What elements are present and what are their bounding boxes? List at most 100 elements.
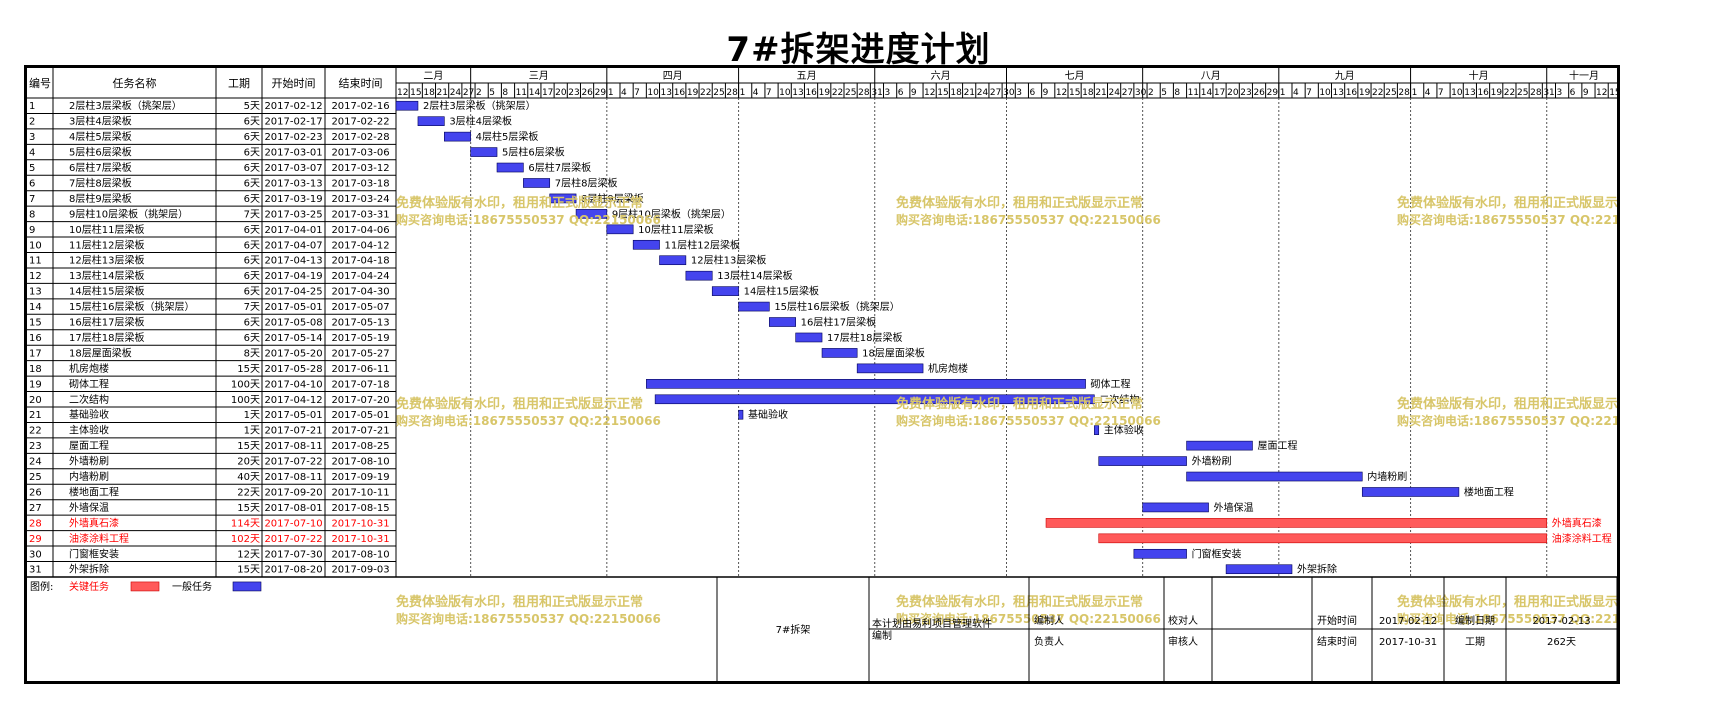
month-label: 六月	[931, 70, 951, 82]
task-duration: 100天	[231, 379, 260, 390]
task-id: 17	[29, 348, 42, 359]
task-name: 11层柱12层梁板	[69, 238, 144, 251]
task-bar-label: 7层柱8层梁板	[555, 176, 618, 189]
task-bar	[711, 286, 739, 296]
task-name: 砌体工程	[69, 378, 109, 390]
task-bar	[646, 379, 1086, 389]
day-tick-label: 4	[1293, 88, 1299, 98]
task-duration: 6天	[244, 271, 260, 282]
task-id: 25	[29, 472, 42, 483]
footer-date-label: 编制日期	[1455, 614, 1495, 627]
task-id: 6	[29, 178, 35, 189]
task-duration: 1天	[244, 410, 260, 421]
task-bar-label: 9层柱10层梁板（挑架层）	[612, 207, 731, 220]
watermark-line2: 购买咨询电话:18675550537 QQ:22150066	[896, 413, 1161, 428]
day-tick-label: 22	[700, 88, 711, 98]
watermark-line1: 免费体验版有水印，租用和正式版显示正常	[1397, 195, 1617, 211]
task-id: 16	[29, 333, 42, 344]
task-bar-label: 10层柱11层梁板	[638, 223, 713, 236]
day-tick-label: 19	[687, 88, 699, 98]
legend-normal-swatch	[232, 581, 262, 592]
day-tick-label: 15	[1609, 88, 1617, 98]
task-bar	[632, 239, 660, 250]
task-id: 18	[29, 364, 42, 375]
day-tick-label: 5	[1161, 88, 1167, 98]
day-tick-label: 14	[1201, 88, 1213, 98]
task-start: 2017-07-22	[264, 534, 322, 545]
task-start: 2017-05-28	[264, 364, 322, 375]
task-name: 6层柱7层梁板	[69, 161, 132, 174]
footer-duration-value: 262天	[1547, 637, 1576, 648]
day-tick-label: 15	[1069, 88, 1080, 98]
watermark-line2: 购买咨询电话:18675550537 QQ:22150066	[1397, 413, 1617, 428]
task-id: 11	[29, 256, 42, 267]
month-label: 四月	[663, 70, 683, 82]
day-tick-label: 2	[1148, 88, 1154, 98]
task-end: 2017-05-13	[331, 318, 389, 329]
task-bar	[1094, 425, 1100, 435]
footer-software-note: 编制	[872, 629, 892, 642]
task-name: 15层柱16层梁板（挑架层）	[69, 300, 194, 313]
task-duration: 5天	[244, 101, 260, 112]
footer-end-label: 结束时间	[1317, 635, 1357, 648]
task-start: 2017-03-01	[264, 148, 322, 159]
day-tick-label: 16	[805, 88, 817, 98]
task-name: 7层柱8层梁板	[69, 176, 132, 189]
task-bar-label: 油漆涂料工程	[1552, 532, 1612, 545]
task-end: 2017-10-11	[331, 487, 389, 498]
task-name: 3层柱4层梁板	[69, 115, 132, 128]
day-tick-label: 15	[410, 88, 421, 98]
header-id: 编号	[29, 76, 51, 90]
day-tick-label: 28	[726, 88, 738, 98]
day-tick-label: 26	[581, 88, 593, 98]
month-label: 十月	[1469, 69, 1489, 82]
task-bar-label: 外架拆除	[1297, 563, 1337, 576]
task-start: 2017-05-01	[264, 410, 322, 421]
day-tick-label: 28	[858, 88, 870, 98]
task-end: 2017-05-07	[331, 302, 389, 313]
day-tick-label: 8	[502, 88, 508, 98]
task-start: 2017-03-19	[264, 194, 322, 205]
task-duration: 6天	[244, 163, 260, 174]
task-bar	[659, 255, 687, 266]
watermark-line2: 购买咨询电话:18675550537 QQ:22150066	[896, 611, 1161, 626]
day-tick-label: 7	[1306, 88, 1312, 98]
task-bar	[417, 116, 445, 126]
task-end: 2017-05-01	[331, 410, 389, 421]
task-name: 油漆涂料工程	[69, 532, 129, 545]
task-name: 2层柱3层梁板（挑架层）	[69, 99, 182, 112]
task-bar	[395, 100, 419, 111]
day-tick-label: 10	[1451, 88, 1463, 98]
task-id: 30	[29, 549, 42, 560]
day-tick-label: 16	[1346, 88, 1358, 98]
watermark-line2: 购买咨询电话:18675550537 QQ:22150066	[1397, 611, 1617, 626]
task-start: 2017-05-14	[264, 333, 322, 344]
task-bar	[1186, 471, 1363, 482]
day-tick-label: 6	[898, 88, 904, 98]
task-duration: 6天	[244, 256, 260, 267]
month-label: 三月	[529, 70, 549, 82]
task-bar-label: 8层柱9层梁板	[581, 192, 644, 205]
task-id: 8	[29, 209, 35, 220]
day-tick-label: 1	[1412, 88, 1418, 98]
day-tick-label: 31	[871, 88, 882, 98]
month-label: 七月	[1065, 70, 1085, 82]
day-tick-label: 4	[1425, 88, 1431, 98]
watermark-line1: 免费体验版有水印，租用和正式版显示正常	[896, 594, 1143, 610]
task-id: 24	[29, 457, 42, 468]
day-tick-label: 17	[542, 88, 553, 98]
day-tick-label: 27	[463, 88, 474, 98]
header-start: 开始时间	[272, 76, 316, 90]
task-bar-label: 屋面工程	[1257, 440, 1297, 452]
day-tick-label: 14	[529, 88, 541, 98]
day-tick-label: 22	[832, 88, 843, 98]
day-tick-label: 13	[1464, 88, 1475, 98]
day-tick-label: 26	[1253, 88, 1265, 98]
task-end: 2017-06-11	[331, 364, 389, 375]
task-duration: 15天	[237, 565, 260, 576]
task-bar	[685, 270, 713, 281]
task-end: 2017-07-20	[331, 395, 389, 406]
task-name: 基础验收	[69, 408, 109, 421]
month-label: 二月	[423, 70, 443, 82]
day-tick-label: 3	[885, 88, 891, 98]
